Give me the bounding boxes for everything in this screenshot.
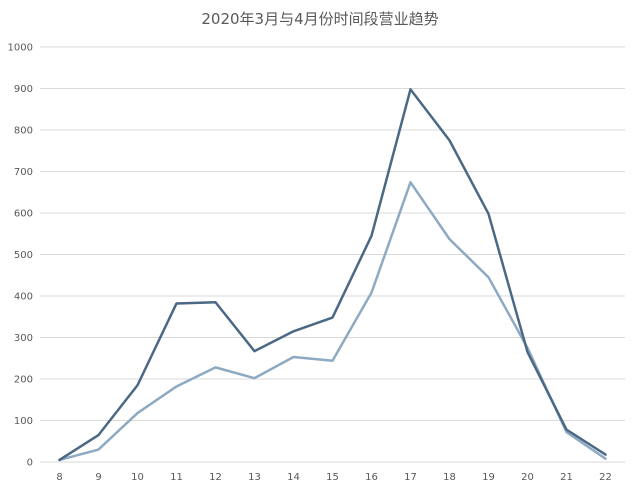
x-tick-label: 9 <box>95 472 101 483</box>
y-tick-label: 400 <box>14 292 33 303</box>
x-tick-label: 10 <box>131 472 144 483</box>
gridlines <box>40 46 625 463</box>
x-axis-ticks: 8 9 10 11 12 13 14 15 16 17 18 19 20 21 22 <box>56 472 612 483</box>
y-tick-label: 300 <box>14 333 33 344</box>
x-tick-label: 20 <box>521 472 534 483</box>
series-line-1 <box>58 88 607 462</box>
x-tick-label: 22 <box>599 472 612 483</box>
y-tick-label: 500 <box>14 250 33 261</box>
y-tick-label: 700 <box>14 167 33 178</box>
y-tick-label: 1000 <box>8 43 33 54</box>
series-line-2 <box>58 181 607 462</box>
y-tick-label: 600 <box>14 209 33 220</box>
x-tick-label: 21 <box>560 472 573 483</box>
x-tick-label: 14 <box>287 472 300 483</box>
x-tick-label: 19 <box>482 472 495 483</box>
chart-title: 2020年3月与4月份时间段营业趋势 <box>201 10 438 28</box>
x-tick-label: 18 <box>443 472 456 483</box>
y-tick-label: 0 <box>27 458 33 469</box>
y-tick-label: 900 <box>14 84 33 95</box>
x-tick-label: 16 <box>365 472 378 483</box>
y-tick-label: 200 <box>14 375 33 386</box>
x-tick-label: 13 <box>248 472 261 483</box>
series-lines <box>58 88 607 462</box>
y-tick-label: 100 <box>14 416 33 427</box>
y-axis-ticks: 0 100 200 300 400 500 600 700 800 900 1000 <box>8 43 33 469</box>
x-tick-label: 12 <box>209 472 222 483</box>
y-tick-label: 800 <box>14 126 33 137</box>
x-tick-label: 11 <box>170 472 183 483</box>
x-tick-label: 17 <box>404 472 417 483</box>
x-tick-label: 15 <box>326 472 339 483</box>
x-tick-label: 8 <box>56 472 62 483</box>
